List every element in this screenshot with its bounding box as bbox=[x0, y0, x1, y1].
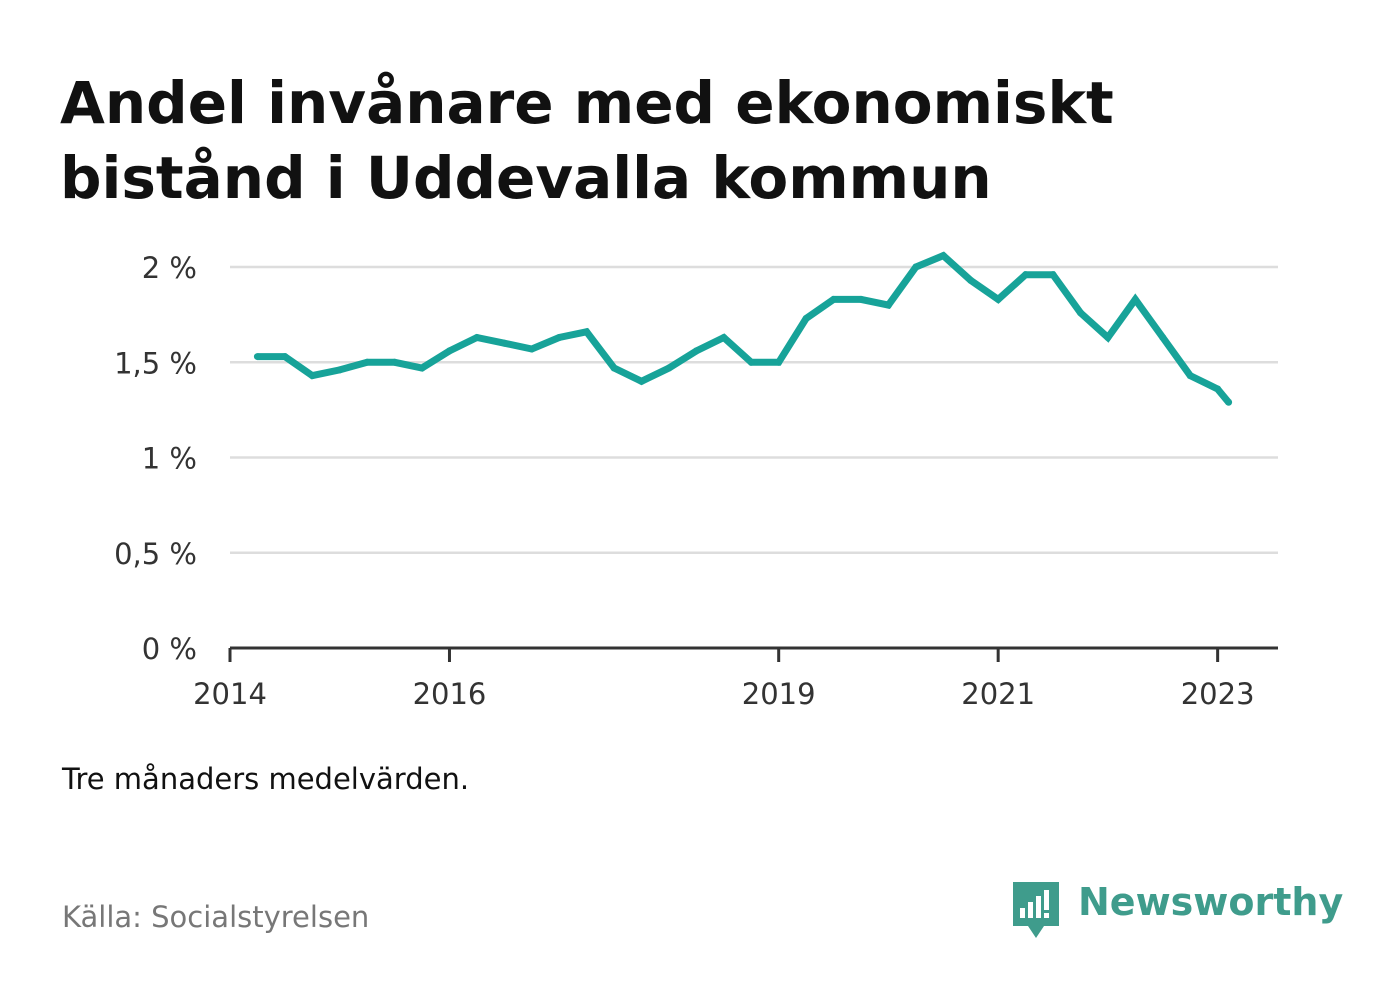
data-point bbox=[802, 314, 810, 322]
data-point bbox=[1186, 372, 1194, 380]
series-layer bbox=[253, 251, 1233, 406]
chart-title-line-1: Andel invånare med ekonomiskt bbox=[60, 69, 1114, 137]
data-point bbox=[638, 377, 646, 385]
newsworthy-logo-icon bbox=[1013, 882, 1059, 938]
y-tick-label: 1,5 % bbox=[114, 346, 197, 380]
data-point bbox=[500, 339, 508, 347]
data-point bbox=[555, 334, 563, 342]
data-point bbox=[665, 364, 673, 372]
chart-title: Andel invånare med ekonomiskt bistånd i … bbox=[60, 66, 1320, 216]
data-point bbox=[857, 295, 865, 303]
data-point bbox=[363, 358, 371, 366]
y-tick-label: 1 % bbox=[142, 442, 197, 476]
data-point bbox=[1104, 334, 1112, 342]
data-point bbox=[747, 358, 755, 366]
data-point bbox=[830, 295, 838, 303]
brand-name: Newsworthy bbox=[1078, 880, 1344, 924]
data-point bbox=[1022, 271, 1030, 279]
source-text: Källa: Socialstyrelsen bbox=[62, 900, 370, 934]
data-point bbox=[1049, 271, 1057, 279]
data-point bbox=[1131, 295, 1139, 303]
x-tick-label: 2019 bbox=[742, 677, 816, 711]
data-point bbox=[939, 252, 947, 260]
data-point bbox=[445, 347, 453, 355]
data-point bbox=[528, 345, 536, 353]
brand-logo: Newsworthy bbox=[1010, 878, 1344, 942]
grid-lines bbox=[230, 265, 1278, 555]
data-point bbox=[583, 328, 591, 336]
series-line bbox=[257, 251, 1232, 405]
data-point bbox=[281, 353, 289, 361]
data-point bbox=[1214, 385, 1222, 393]
data-point bbox=[775, 358, 783, 366]
data-point bbox=[1076, 309, 1084, 317]
x-tick-label: 2016 bbox=[413, 677, 487, 711]
data-point bbox=[720, 334, 728, 342]
x-axis bbox=[228, 646, 1278, 662]
data-point bbox=[253, 353, 261, 361]
data-point bbox=[912, 263, 920, 271]
chart-title-line-2: bistånd i Uddevalla kommun bbox=[60, 144, 992, 212]
data-point bbox=[967, 276, 975, 284]
data-point bbox=[610, 364, 618, 372]
y-tick-label: 0,5 % bbox=[114, 537, 197, 571]
data-point bbox=[994, 295, 1002, 303]
data-point bbox=[473, 334, 481, 342]
data-point bbox=[1159, 334, 1167, 342]
data-point bbox=[1225, 398, 1233, 406]
y-tick-label: 0 % bbox=[142, 632, 197, 666]
x-axis-tick-labels: 2014 2016 2019 2021 2023 bbox=[193, 677, 1254, 711]
data-point bbox=[884, 301, 892, 309]
y-axis-tick-labels: 0 % 0,5 % 1 % 1,5 % 2 % bbox=[114, 251, 197, 666]
chart-note: Tre månaders medelvärden. bbox=[62, 762, 470, 796]
data-point bbox=[336, 366, 344, 374]
line-chart: 0 % 0,5 % 1 % 1,5 % 2 % 2014 2016 2019 2021 2023 bbox=[114, 251, 1278, 711]
data-point bbox=[391, 358, 399, 366]
data-point bbox=[308, 372, 316, 380]
data-point bbox=[692, 347, 700, 355]
x-tick-label: 2023 bbox=[1181, 677, 1255, 711]
x-tick-label: 2021 bbox=[961, 677, 1035, 711]
data-point bbox=[418, 364, 426, 372]
y-tick-label: 2 % bbox=[142, 251, 197, 285]
x-tick-label: 2014 bbox=[193, 677, 267, 711]
